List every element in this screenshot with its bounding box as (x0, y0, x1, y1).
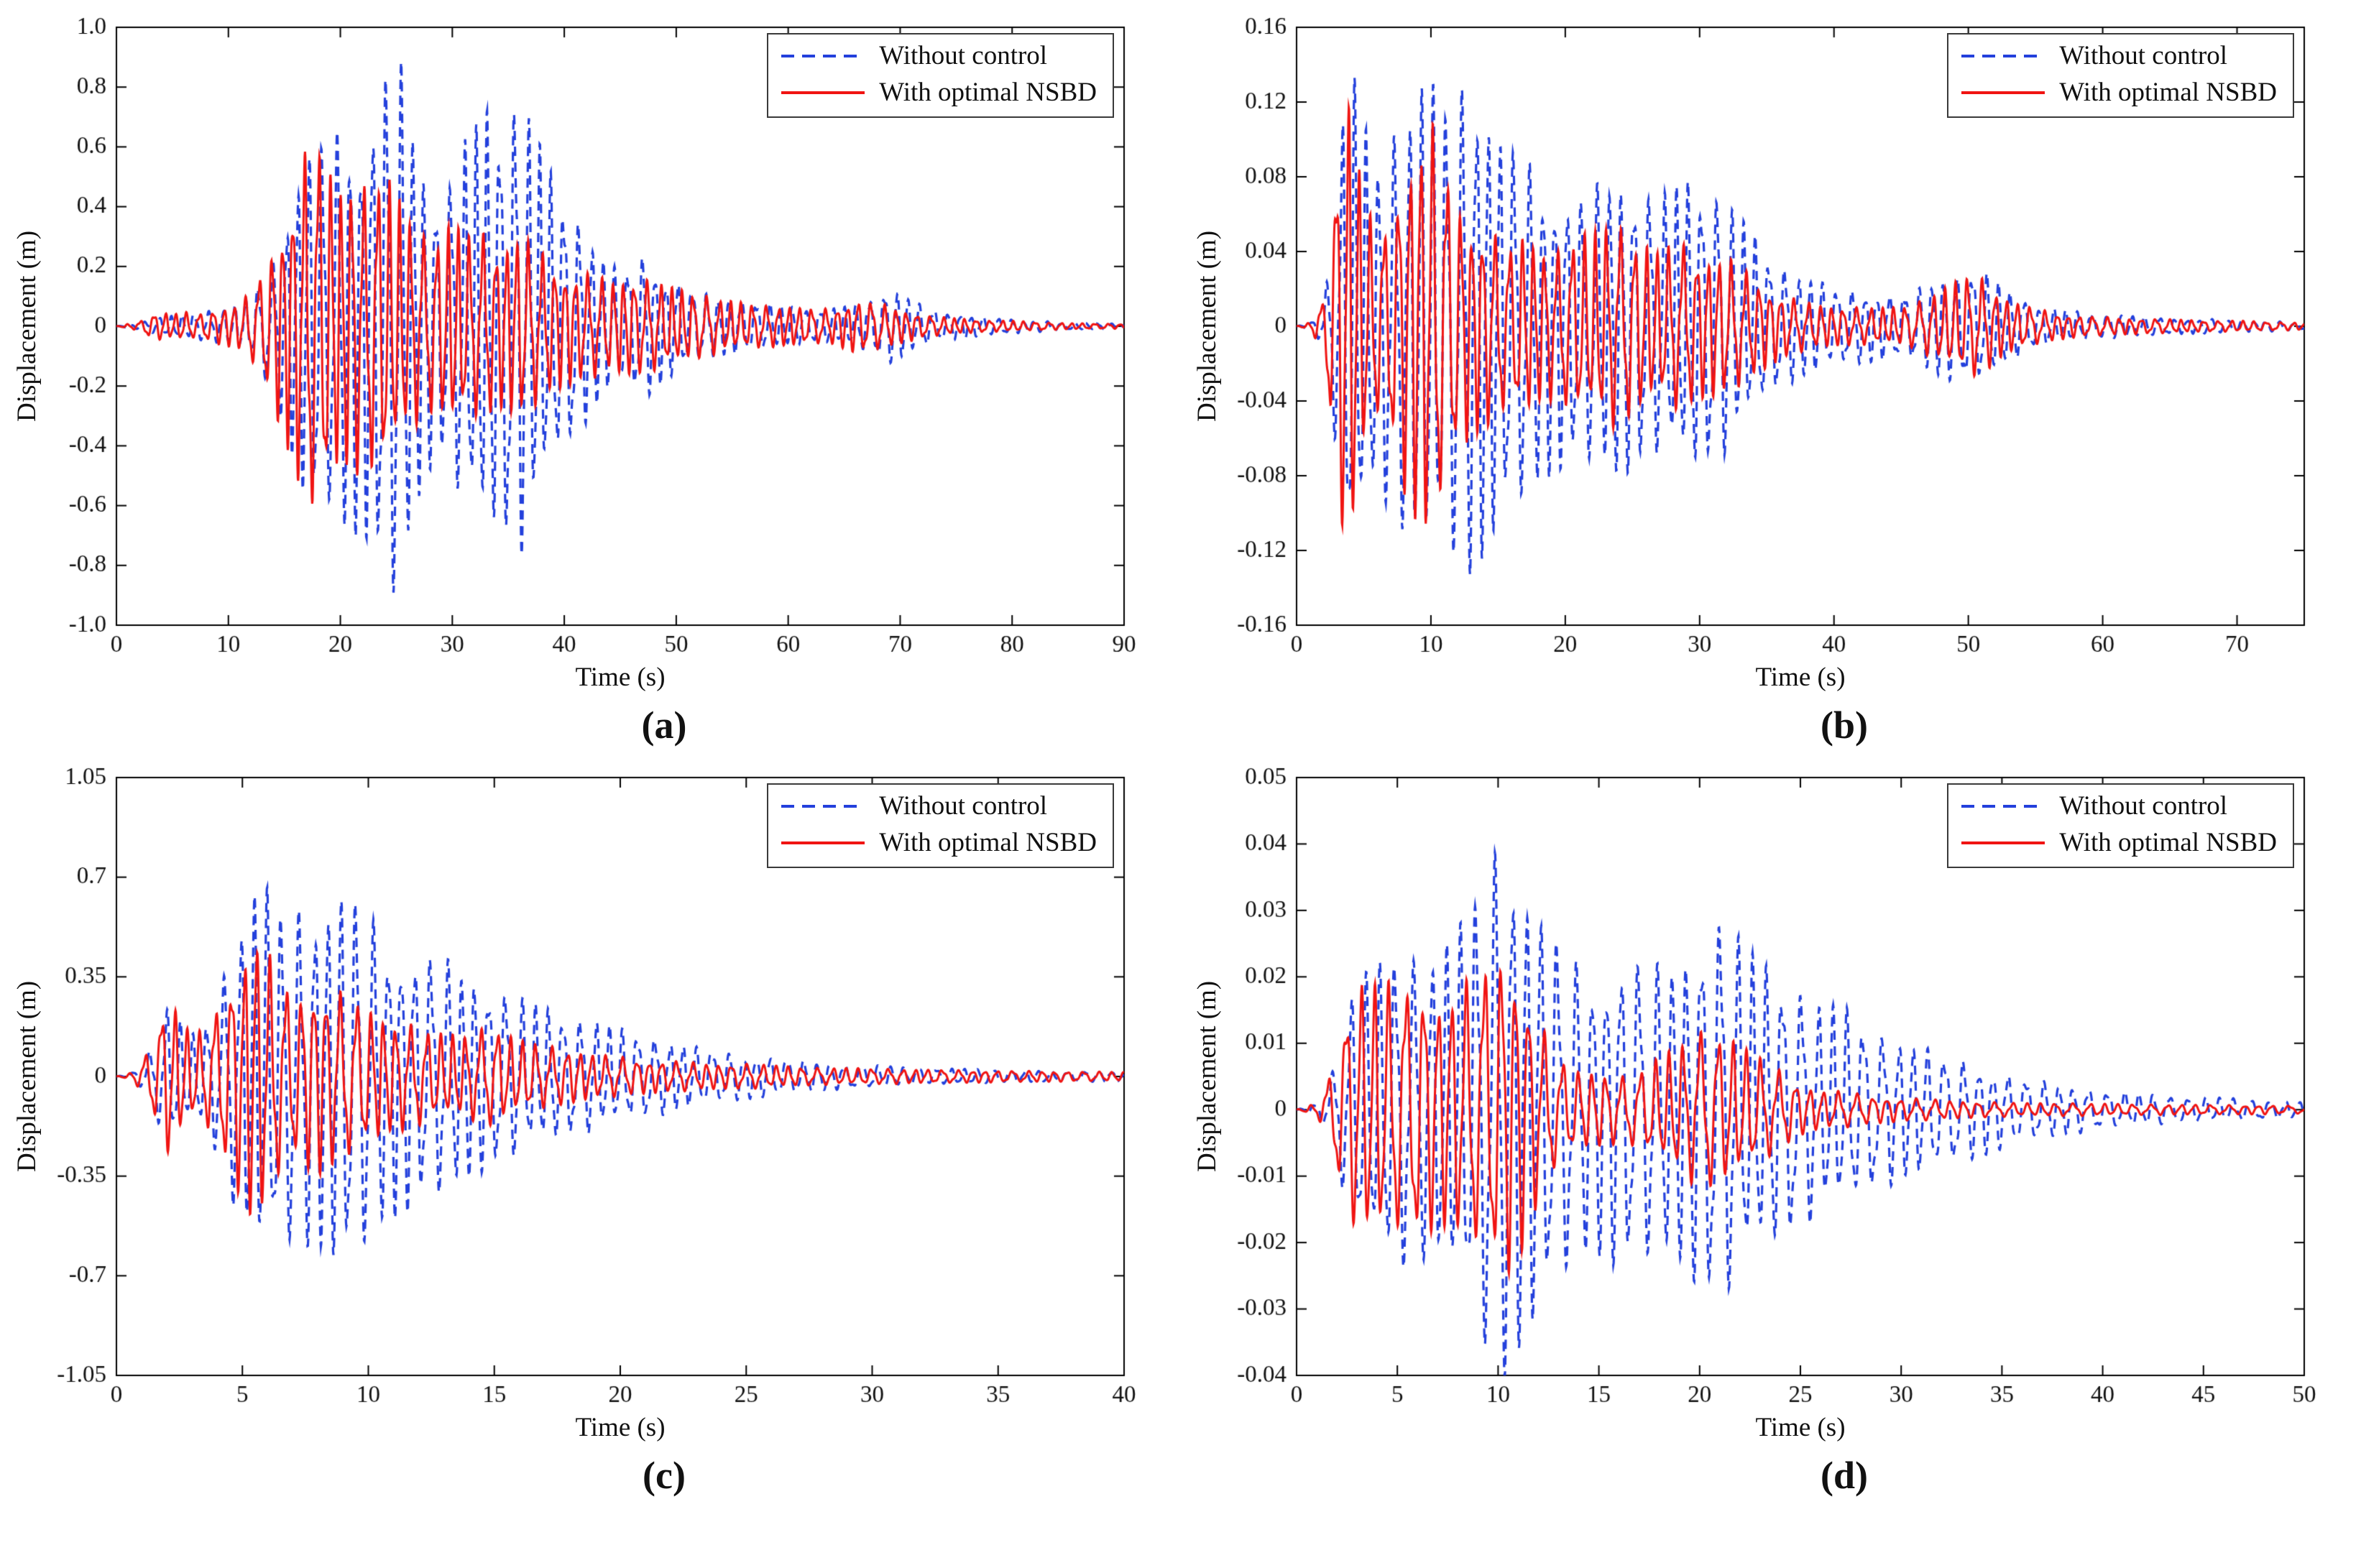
solid-line-icon (781, 91, 865, 94)
figure-grid: Displacement (m) Time (s) Without contro… (9, 11, 2339, 1498)
dashed-line-icon (781, 804, 865, 808)
legend-label: With optimal NSBD (2059, 78, 2277, 107)
chart-d: Displacement (m) Time (s) Without contro… (1189, 762, 2339, 1498)
chart-c-caption: (c) (643, 1454, 686, 1497)
chart-a-plot: Displacement (m) Time (s) Without contro… (9, 11, 1144, 694)
legend-label: Without control (879, 41, 1048, 70)
legend-label: With optimal NSBD (879, 828, 1097, 857)
chart-c-canvas (9, 762, 1144, 1444)
chart-b: Displacement (m) Time (s) Without contro… (1189, 11, 2339, 747)
legend-label: Without control (2059, 41, 2228, 70)
chart-b-canvas (1189, 11, 2324, 694)
solid-line-icon (1961, 841, 2045, 844)
legend-row-without-control: Without control (780, 40, 1097, 71)
solid-line-icon (1961, 91, 2045, 94)
chart-a-legend: Without control With optimal NSBD (767, 33, 1114, 118)
legend-label: Without control (2059, 791, 2228, 821)
dashed-line-icon (1961, 54, 2045, 57)
chart-d-canvas (1189, 762, 2324, 1444)
chart-a-canvas (9, 11, 1144, 694)
chart-b-legend: Without control With optimal NSBD (1947, 33, 2294, 118)
legend-label: With optimal NSBD (879, 78, 1097, 107)
legend-row-without-control: Without control (1960, 40, 2277, 71)
chart-c-ylabel: Displacement (m) (12, 980, 42, 1173)
chart-c: Displacement (m) Time (s) Without contro… (9, 762, 1159, 1498)
chart-c-plot: Displacement (m) Time (s) Without contro… (9, 762, 1144, 1444)
dashed-line-icon (781, 54, 865, 57)
chart-b-ylabel: Displacement (m) (1192, 230, 1222, 423)
chart-a: Displacement (m) Time (s) Without contro… (9, 11, 1159, 747)
legend-label: With optimal NSBD (2059, 828, 2277, 857)
chart-b-plot: Displacement (m) Time (s) Without contro… (1189, 11, 2324, 694)
chart-b-xlabel: Time (s) (1755, 663, 1846, 692)
chart-d-caption: (d) (1821, 1454, 1868, 1497)
legend-row-with-nsbd: With optimal NSBD (780, 77, 1097, 108)
solid-line-icon (781, 841, 865, 844)
chart-a-ylabel: Displacement (m) (12, 230, 42, 423)
legend-row-without-control: Without control (1960, 790, 2277, 821)
chart-d-plot: Displacement (m) Time (s) Without contro… (1189, 762, 2324, 1444)
chart-c-xlabel: Time (s) (575, 1413, 666, 1442)
chart-d-ylabel: Displacement (m) (1192, 980, 1222, 1173)
dashed-line-icon (1961, 804, 2045, 808)
legend-row-with-nsbd: With optimal NSBD (780, 827, 1097, 858)
chart-d-xlabel: Time (s) (1755, 1413, 1846, 1442)
legend-row-with-nsbd: With optimal NSBD (1960, 827, 2277, 858)
chart-d-legend: Without control With optimal NSBD (1947, 783, 2294, 868)
chart-b-caption: (b) (1821, 704, 1868, 747)
legend-row-without-control: Without control (780, 790, 1097, 821)
legend-row-with-nsbd: With optimal NSBD (1960, 77, 2277, 108)
legend-label: Without control (879, 791, 1048, 821)
chart-c-legend: Without control With optimal NSBD (767, 783, 1114, 868)
chart-a-xlabel: Time (s) (575, 663, 666, 692)
chart-a-caption: (a) (641, 704, 687, 747)
